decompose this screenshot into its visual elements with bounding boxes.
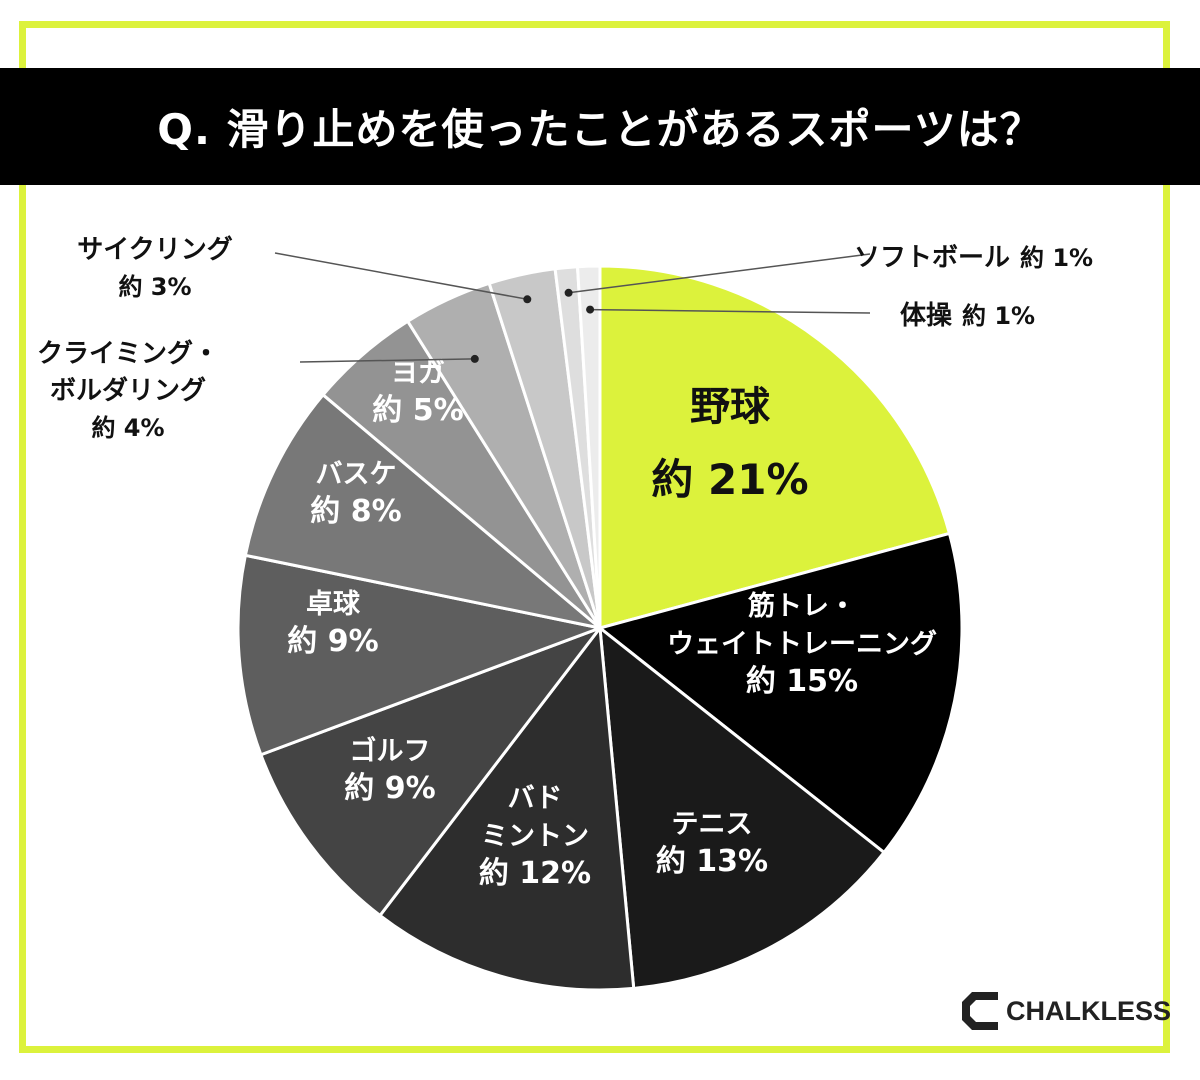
slice-label: 筋トレ・ — [748, 590, 856, 622]
slice-value-label: 約 1% — [1020, 244, 1093, 272]
slice-value-label: 約 13% — [656, 844, 768, 879]
slice-label: ゴルフ — [350, 735, 431, 767]
pie-slice — [598, 626, 886, 990]
pie-slice — [259, 626, 602, 917]
slice-value-label: 約 12% — [479, 856, 591, 891]
slice-value-label: 約 21% — [651, 455, 808, 504]
pie-slice — [598, 531, 964, 854]
slice-value-label: 約 1% — [962, 302, 1035, 330]
slice-label: ソフトボール — [854, 243, 1010, 273]
leader-line — [590, 308, 871, 314]
slice-value-label: 約 9% — [344, 771, 435, 806]
slice-label: クライミング・ — [37, 339, 219, 369]
pie-slice — [243, 393, 602, 630]
pie-slice — [236, 553, 602, 757]
brand-logo: CHALKLESS — [958, 988, 1171, 1034]
slice-label: 卓球 — [306, 589, 361, 620]
slice-label: バスケ — [316, 459, 397, 490]
leader-line — [274, 252, 528, 301]
slice-label: 体操 — [900, 301, 953, 331]
slice-value-label: 約 8% — [310, 494, 401, 529]
leader-line — [568, 253, 871, 294]
slice-value-label: 約 5% — [372, 393, 463, 428]
slice-label: 野球 — [690, 384, 771, 430]
slice-value-label: 約 15% — [746, 664, 858, 699]
slice-label: ヨガ — [391, 358, 445, 389]
slice-label: ウェイトトレーニング — [667, 628, 937, 660]
accent-frame — [19, 21, 1170, 1053]
pie-slice — [575, 264, 602, 630]
leader-dot — [523, 295, 532, 304]
chalkless-logo-icon — [962, 992, 998, 1030]
chart-title: Q. 滑り止めを使ったことがあるスポーツは？ — [157, 105, 1043, 154]
leader-dot — [470, 354, 479, 363]
slice-label: バド — [508, 783, 563, 814]
pie-slice — [378, 626, 636, 992]
slice-label: テニス — [672, 809, 753, 840]
slice-value-label: 約 4% — [91, 414, 164, 442]
title-bar: Q. 滑り止めを使ったことがあるスポーツは？ — [0, 68, 1200, 185]
leader-dot — [586, 305, 595, 314]
slice-label: ボルダリング — [50, 375, 206, 406]
brand-name: CHALKLESS — [1006, 995, 1172, 1026]
slice-value-label: 約 9% — [287, 624, 378, 659]
leader-dot — [564, 288, 573, 297]
pie-slice — [598, 264, 951, 630]
slice-label: サイクリング — [77, 235, 232, 265]
slice-label: ミントン — [481, 821, 589, 852]
leader-line — [299, 358, 475, 363]
slice-value-label: 約 3% — [118, 273, 191, 301]
